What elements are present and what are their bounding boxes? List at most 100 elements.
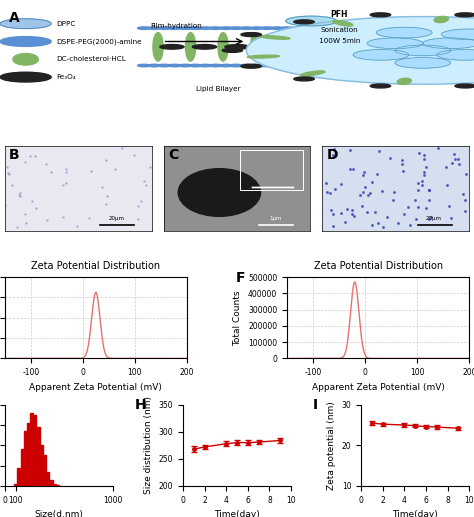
Circle shape	[137, 64, 151, 67]
Circle shape	[189, 27, 202, 29]
Circle shape	[229, 27, 243, 29]
Circle shape	[160, 44, 184, 49]
X-axis label: Apparent Zeta Potential (mV): Apparent Zeta Potential (mV)	[29, 383, 162, 392]
Ellipse shape	[185, 33, 196, 61]
Text: F: F	[236, 270, 246, 285]
Circle shape	[0, 37, 51, 47]
Bar	[43, 455, 46, 486]
Circle shape	[281, 64, 294, 67]
Text: Fe₃O₄: Fe₃O₄	[56, 74, 75, 80]
Circle shape	[168, 64, 181, 67]
Circle shape	[229, 64, 243, 67]
Ellipse shape	[283, 33, 293, 61]
Bar	[53, 484, 56, 486]
Title: Zeta Potential Distribution: Zeta Potential Distribution	[31, 261, 160, 271]
Bar	[30, 413, 33, 486]
Circle shape	[137, 27, 151, 29]
Ellipse shape	[333, 21, 353, 26]
X-axis label: Time(day): Time(day)	[214, 510, 260, 517]
Title: Zeta Potential Distribution: Zeta Potential Distribution	[314, 261, 443, 271]
Circle shape	[209, 64, 222, 67]
Circle shape	[179, 27, 191, 29]
Text: 100W 5min: 100W 5min	[319, 38, 360, 44]
Circle shape	[441, 29, 474, 40]
Text: Film-hydration: Film-hydration	[151, 23, 202, 29]
Circle shape	[199, 64, 212, 67]
Bar	[18, 468, 20, 486]
Bar	[27, 423, 30, 486]
Bar	[50, 480, 53, 486]
Text: D: D	[327, 148, 338, 162]
Text: 20μm: 20μm	[109, 217, 125, 221]
Ellipse shape	[301, 71, 325, 76]
Text: I: I	[313, 398, 318, 412]
Circle shape	[370, 13, 391, 17]
X-axis label: Apparent Zeta Potential (mV): Apparent Zeta Potential (mV)	[312, 383, 445, 392]
Circle shape	[367, 38, 423, 49]
Text: DPPC: DPPC	[56, 21, 75, 27]
Ellipse shape	[247, 55, 280, 58]
Circle shape	[291, 27, 304, 29]
X-axis label: Size(d.nm): Size(d.nm)	[34, 510, 83, 517]
Circle shape	[179, 64, 191, 67]
Bar	[40, 445, 43, 486]
Circle shape	[246, 17, 474, 84]
Circle shape	[260, 27, 273, 29]
Circle shape	[395, 57, 451, 68]
Text: H: H	[134, 398, 146, 412]
Ellipse shape	[218, 33, 228, 61]
Circle shape	[286, 16, 337, 26]
Text: 20μm: 20μm	[426, 217, 442, 221]
Circle shape	[219, 64, 232, 67]
Circle shape	[250, 27, 263, 29]
Ellipse shape	[260, 36, 290, 39]
Bar	[24, 431, 27, 486]
Bar	[14, 484, 17, 486]
Circle shape	[148, 27, 161, 29]
Ellipse shape	[13, 54, 38, 65]
Circle shape	[260, 64, 273, 67]
Bar	[56, 485, 59, 486]
Ellipse shape	[250, 33, 261, 61]
Circle shape	[395, 45, 451, 56]
Circle shape	[271, 27, 283, 29]
Ellipse shape	[153, 33, 163, 61]
Text: PFH: PFH	[330, 10, 348, 19]
Circle shape	[291, 64, 304, 67]
Circle shape	[271, 64, 283, 67]
Circle shape	[294, 77, 314, 81]
Circle shape	[281, 27, 294, 29]
Circle shape	[370, 84, 391, 88]
Circle shape	[240, 27, 253, 29]
Text: Lipid Bilayer: Lipid Bilayer	[196, 86, 241, 92]
Text: A: A	[9, 11, 20, 25]
Circle shape	[376, 27, 432, 38]
Circle shape	[240, 64, 253, 67]
Circle shape	[294, 20, 314, 24]
Bar	[21, 449, 23, 486]
Circle shape	[455, 13, 474, 17]
Circle shape	[178, 169, 261, 216]
Text: DSPE-PEG(2000)-amine: DSPE-PEG(2000)-amine	[56, 38, 141, 45]
Circle shape	[353, 50, 409, 60]
Circle shape	[192, 44, 217, 49]
Bar	[37, 427, 40, 486]
Circle shape	[168, 27, 181, 29]
Circle shape	[209, 27, 222, 29]
Text: 1μm: 1μm	[269, 217, 282, 221]
Circle shape	[148, 64, 161, 67]
Circle shape	[219, 27, 232, 29]
Circle shape	[222, 49, 243, 52]
Circle shape	[0, 19, 51, 28]
Circle shape	[241, 33, 262, 37]
Circle shape	[437, 50, 474, 60]
Circle shape	[158, 27, 171, 29]
Circle shape	[199, 27, 212, 29]
Circle shape	[257, 44, 282, 49]
Y-axis label: Total Counts: Total Counts	[234, 290, 243, 345]
Y-axis label: Size distribution (nm): Size distribution (nm)	[144, 397, 153, 494]
Circle shape	[250, 64, 263, 67]
X-axis label: Time(day): Time(day)	[392, 510, 438, 517]
Circle shape	[0, 72, 51, 82]
Circle shape	[189, 64, 202, 67]
